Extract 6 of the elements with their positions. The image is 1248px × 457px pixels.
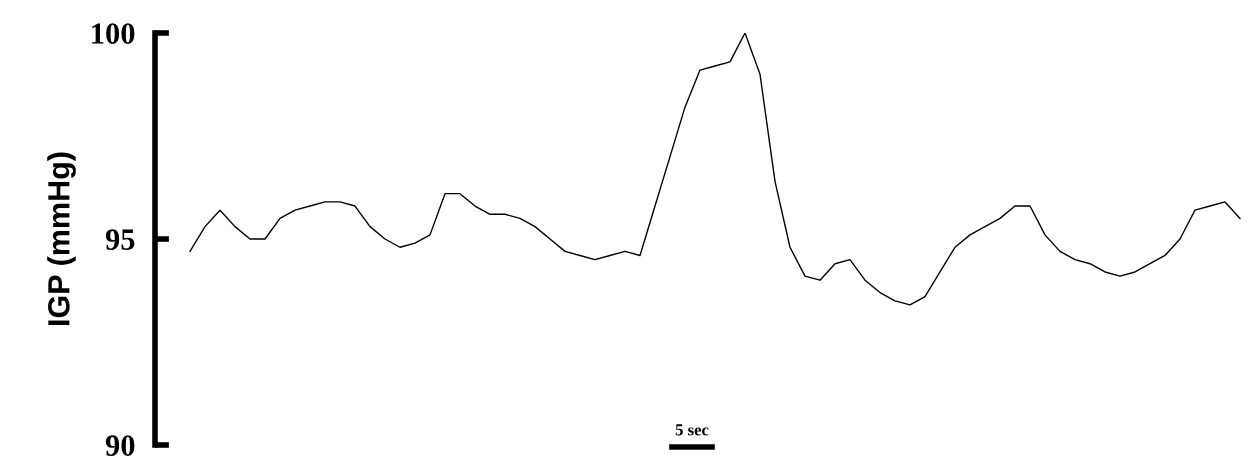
annotation: 5 sec <box>675 424 709 436</box>
y-axis-title: IGP (mmHg) <box>47 152 76 325</box>
y-tick-label: 100 <box>92 23 135 44</box>
y-tick-label: 90 <box>105 435 135 456</box>
line-series <box>189 33 1241 306</box>
y-tick-label: 95 <box>105 229 135 250</box>
